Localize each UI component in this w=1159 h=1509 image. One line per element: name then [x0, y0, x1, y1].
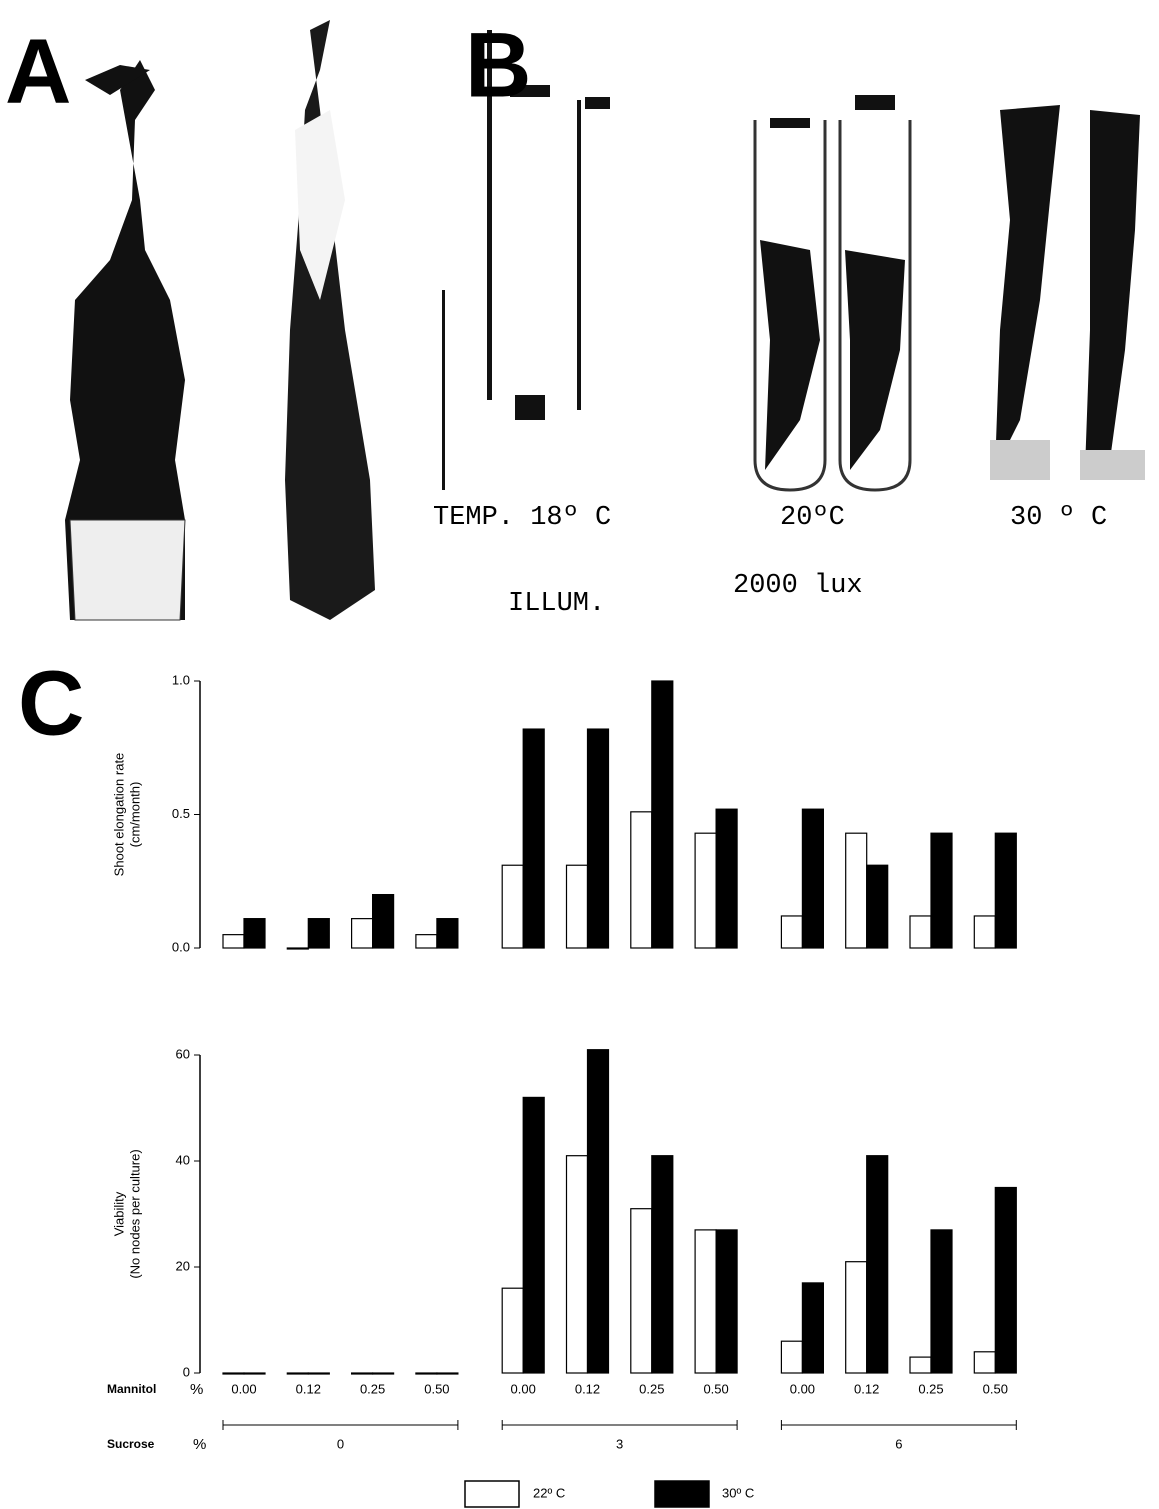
photo-caption: ILLUM. — [508, 589, 605, 619]
bar — [652, 681, 673, 948]
bar — [567, 1156, 588, 1373]
y-axis-label: (No nodes per culture) — [127, 1149, 142, 1278]
group-label: 0 — [337, 1436, 344, 1451]
bar — [910, 916, 931, 948]
bar — [781, 916, 802, 948]
x-axis-unit: % — [190, 1381, 203, 1398]
photo-caption: 30 º C — [1010, 503, 1107, 533]
bar — [502, 865, 523, 948]
group-axis-label: Sucrose — [107, 1437, 155, 1451]
bar — [223, 935, 244, 948]
bar — [974, 1352, 995, 1373]
bar — [523, 729, 544, 948]
bar — [308, 919, 329, 948]
x-tick-label: 0.12 — [854, 1381, 879, 1396]
bar — [846, 1262, 867, 1373]
photo-b — [442, 30, 1145, 490]
bar — [437, 919, 458, 948]
bar — [416, 935, 437, 948]
x-tick-label: 0.50 — [983, 1381, 1008, 1396]
bar — [716, 1230, 737, 1373]
bar — [652, 1156, 673, 1373]
x-tick-label: 0.00 — [790, 1381, 815, 1396]
bar — [631, 812, 652, 948]
bar — [588, 729, 609, 948]
panel-label: B — [465, 14, 531, 116]
bar — [781, 1341, 802, 1373]
x-tick-label: 0.50 — [424, 1381, 449, 1396]
bar — [846, 833, 867, 948]
x-tick-label: 0.12 — [296, 1381, 321, 1396]
bar — [995, 1188, 1016, 1374]
bar — [802, 1283, 823, 1373]
bar — [588, 1050, 609, 1373]
bar — [373, 895, 394, 948]
bar — [244, 919, 265, 948]
bar — [802, 809, 823, 948]
x-tick-label: 0.00 — [511, 1381, 536, 1396]
bar — [352, 1373, 373, 1374]
x-axis-label: Mannitol — [107, 1382, 156, 1396]
x-tick-label: 0.25 — [360, 1381, 385, 1396]
bar — [437, 1373, 458, 1374]
x-tick-label: 0.25 — [918, 1381, 943, 1396]
legend-swatch — [465, 1481, 519, 1507]
panel-label: C — [18, 652, 84, 754]
group-label: 3 — [616, 1436, 623, 1451]
y-tick-label: 0.5 — [172, 806, 190, 821]
photo-caption: TEMP. 18º C — [433, 503, 611, 533]
bar — [974, 916, 995, 948]
bar — [631, 1209, 652, 1373]
group-axis-unit: % — [193, 1436, 206, 1453]
bar — [373, 1373, 394, 1374]
x-tick-label: 0.25 — [639, 1381, 664, 1396]
figure: A B C TEMP. 18º C 20ºC 30 º C ILLUM. 200… — [0, 0, 1159, 1509]
x-tick-label: 0.12 — [575, 1381, 600, 1396]
bar — [867, 1156, 888, 1373]
y-tick-label: 40 — [176, 1152, 190, 1167]
bar — [244, 1373, 265, 1374]
bar — [931, 833, 952, 948]
y-axis-label: Viability — [111, 1191, 126, 1236]
y-tick-label: 0.0 — [172, 939, 190, 954]
bar — [223, 1373, 244, 1374]
bar — [867, 865, 888, 948]
bar — [287, 948, 308, 949]
photo-caption: 20ºC — [780, 503, 845, 533]
bar — [308, 1373, 329, 1374]
y-tick-label: 1.0 — [172, 672, 190, 687]
y-axis-label: Shoot elongation rate — [111, 753, 126, 877]
group-label: 6 — [895, 1436, 902, 1451]
x-tick-label: 0.50 — [703, 1381, 728, 1396]
bar — [910, 1357, 931, 1373]
bar — [523, 1097, 544, 1373]
legend-swatch — [655, 1481, 709, 1507]
bar — [695, 1230, 716, 1373]
photo-a — [65, 20, 375, 620]
legend-label: 30º C — [722, 1485, 754, 1500]
bar — [567, 865, 588, 948]
bar — [502, 1288, 523, 1373]
y-axis-label: (cm/month) — [127, 782, 142, 848]
panel-label: A — [5, 20, 71, 122]
legend-label: 22º C — [533, 1485, 565, 1500]
y-tick-label: 60 — [176, 1046, 190, 1061]
bar — [352, 919, 373, 948]
bar — [695, 833, 716, 948]
bar — [995, 833, 1016, 948]
bar — [931, 1230, 952, 1373]
bar — [716, 809, 737, 948]
y-tick-label: 20 — [176, 1258, 190, 1273]
bar — [416, 1373, 437, 1374]
x-tick-label: 0.00 — [231, 1381, 256, 1396]
y-tick-label: 0 — [183, 1364, 190, 1379]
bar — [287, 1373, 308, 1374]
photo-caption: 2000 lux — [733, 571, 863, 601]
